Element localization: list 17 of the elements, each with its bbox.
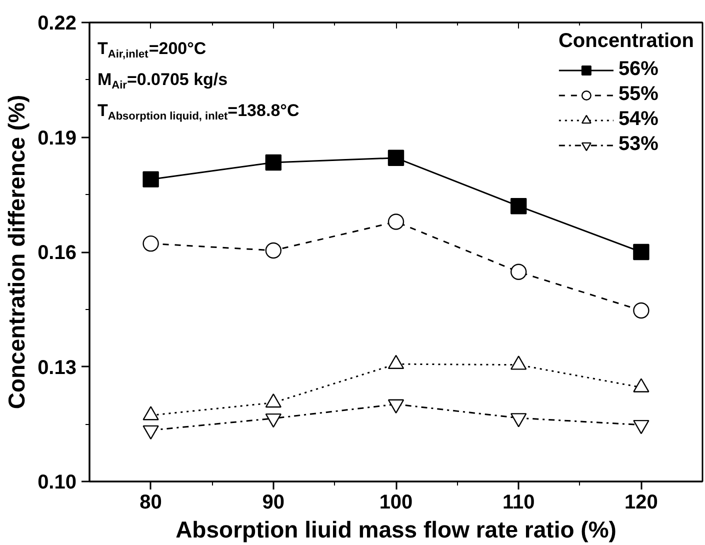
legend-label: 55% — [618, 83, 658, 106]
y-tick-label: 0.19 — [38, 127, 77, 150]
y-tick-label: 0.10 — [38, 472, 77, 494]
x-tick-label: 90 — [262, 492, 285, 514]
legend-title: Concentration — [558, 30, 694, 53]
x-axis-title: Absorption liuid mass flow rate ratio (%) — [176, 516, 616, 542]
y-tick-label: 0.16 — [38, 242, 77, 264]
x-tick-label: 120 — [624, 492, 658, 514]
x-tick-label: 110 — [502, 492, 535, 514]
x-tick-label: 100 — [379, 492, 413, 514]
legend-label: 53% — [618, 133, 658, 156]
y-tick-label: 0.22 — [38, 12, 77, 34]
y-axis-title: Concentration difference (%) — [4, 94, 30, 410]
y-tick-label: 0.13 — [38, 356, 77, 379]
x-tick-label: 80 — [140, 492, 162, 514]
legend-label: 56% — [618, 58, 658, 81]
legend-label: 54% — [618, 108, 658, 131]
